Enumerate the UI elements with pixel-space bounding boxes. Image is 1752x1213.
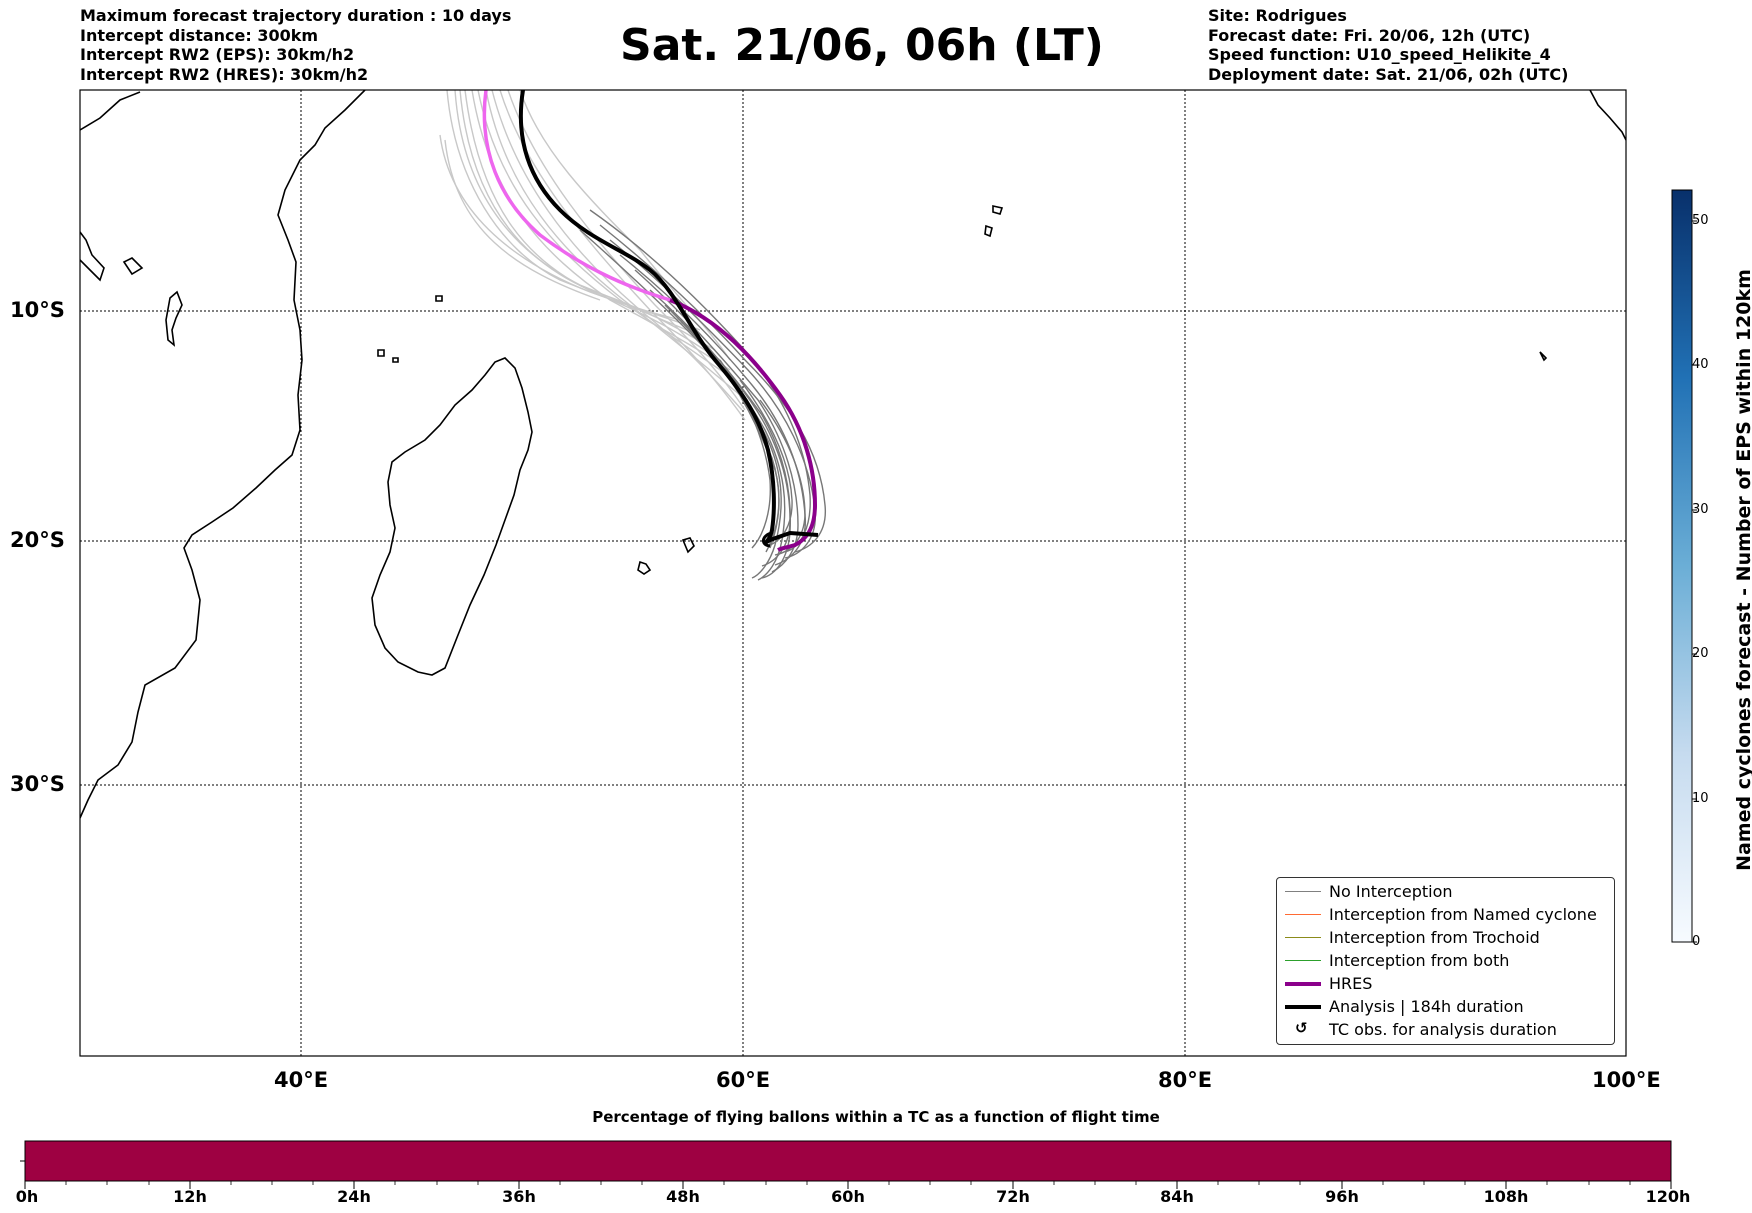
legend-item-named-cyclone: Interception from Named cyclone [1277,904,1614,927]
time-bar-tick-label: 24h [337,1187,371,1206]
legend-swatch [1285,1005,1321,1009]
legend-item-analysis: Analysis | 184h duration [1277,996,1614,1019]
map-title: Sat. 21/06, 06h (LT) [620,20,1104,71]
legend-item-no-interception: No Interception [1277,881,1614,904]
time-bar-fill [24,1140,1672,1182]
time-bar-tick-label: 96h [1325,1187,1359,1206]
legend-label: HRES [1329,974,1373,993]
header-right-line: Site: Rodrigues [1208,6,1347,25]
legend-label: Interception from both [1329,951,1510,970]
legend-label: No Interception [1329,882,1453,901]
legend-label: Interception from Trochoid [1329,928,1540,947]
legend-label: TC obs. for analysis duration [1329,1020,1557,1039]
seychelles [435,295,443,302]
header-left-line: Maximum forecast trajectory duration : 1… [80,6,512,25]
reunion-island [637,560,652,575]
madagascar-coastline [371,357,533,676]
lon-label-60e: 60°E [716,1068,771,1092]
legend-swatch [1285,982,1321,986]
legend-item-tc-obs: ↺ TC obs. for analysis duration [1277,1019,1614,1042]
colorbar-ticks [1692,220,1697,943]
header-right-line: Forecast date: Fri. 20/06, 12h (UTC) [1208,25,1531,45]
time-bar-tick-label: 60h [831,1187,865,1206]
loop-arrow-icon: ↺ [1295,1019,1308,1037]
header-left-info: Maximum forecast trajectory duration : 1… [80,6,511,84]
map-frame [79,89,1627,1057]
analysis-trajectory [518,90,819,545]
top-left-coast [80,91,141,131]
lat-label-30s: 30°S [10,772,65,796]
legend-swatch [1285,937,1321,938]
east-isle [1539,351,1548,362]
time-bar-tick-label: 120h [1645,1187,1691,1206]
colorbar-tick-label: 50 [1692,213,1709,228]
colorbar-tick-label: 30 [1692,502,1709,517]
coastlines [80,90,1626,819]
colorbar-tick-label: 20 [1692,646,1709,661]
legend-item-hres: HRES [1277,973,1614,996]
lat-label-20s: 20°S [10,528,65,552]
eps-trajectories [579,209,826,581]
legend-item-trochoid: Interception from Trochoid [1277,927,1614,950]
time-bar-tick-label: 48h [666,1187,700,1206]
legend-swatch [1285,891,1321,892]
colorbar-fill [1671,189,1693,943]
colorbar-label: Named cyclones forecast - Number of EPS … [1733,269,1752,871]
header-right-info: Site: Rodrigues Forecast date: Fri. 20/0… [1208,6,1568,84]
legend-item-both: Interception from both [1277,950,1614,973]
lon-label-40e: 40°E [274,1068,329,1092]
time-bar-tick-label: 84h [1160,1187,1194,1206]
colorbar-tick-label: 10 [1692,791,1709,806]
header-left-line: Intercept RW2 (EPS): 30km/h2 [80,45,355,64]
arabia-horn-coast [80,231,105,282]
time-bar-tick-label: 72h [996,1187,1030,1206]
graticule [80,90,1626,1056]
hres-trajectory-late [669,298,818,552]
africa-coastline [80,90,366,819]
mascarene-cluster [984,205,1004,238]
legend-swatch [1285,960,1321,961]
lon-label-80e: 80°E [1158,1068,1213,1092]
header-right-line: Deployment date: Sat. 21/06, 02h (UTC) [1208,64,1569,84]
lat-label-10s: 10°S [10,298,65,322]
header-left-line: Intercept RW2 (HRES): 30km/h2 [80,64,369,84]
map-legend: No Interception Interception from Named … [1276,877,1615,1045]
legend-label: Analysis | 184h duration [1329,997,1524,1016]
hres-trajectory [482,90,671,302]
time-bar-tick-label: 36h [502,1187,536,1206]
top-right-coast [1589,90,1626,141]
time-bar-tick-label: 0h [15,1187,39,1206]
lon-label-100e: 100°E [1592,1068,1661,1092]
legend-swatch [1285,914,1321,915]
legend-label: Interception from Named cyclone [1329,905,1597,924]
time-bar-tick-label: 108h [1483,1187,1529,1206]
time-bar-title: Percentage of flying ballons within a TC… [592,1108,1160,1126]
island-small-2 [122,257,144,276]
time-bar-minor-ticks [65,1181,1631,1185]
comoros [377,349,399,363]
time-bar-tick-label: 12h [173,1187,207,1206]
colorbar-tick-label: 40 [1692,357,1709,372]
header-left-line: Intercept distance: 300km [80,25,319,45]
time-bar-ticks [24,1181,1672,1189]
tc-obs-loop [762,531,773,548]
colorbar-tick-label: 0 [1692,934,1701,949]
island-small-1 [165,290,183,347]
mauritius-island [681,537,695,554]
header-right-line: Speed function: U10_speed_Helikite_4 [1208,45,1551,64]
time-bar [20,1140,1672,1189]
colorbar [1671,189,1697,943]
